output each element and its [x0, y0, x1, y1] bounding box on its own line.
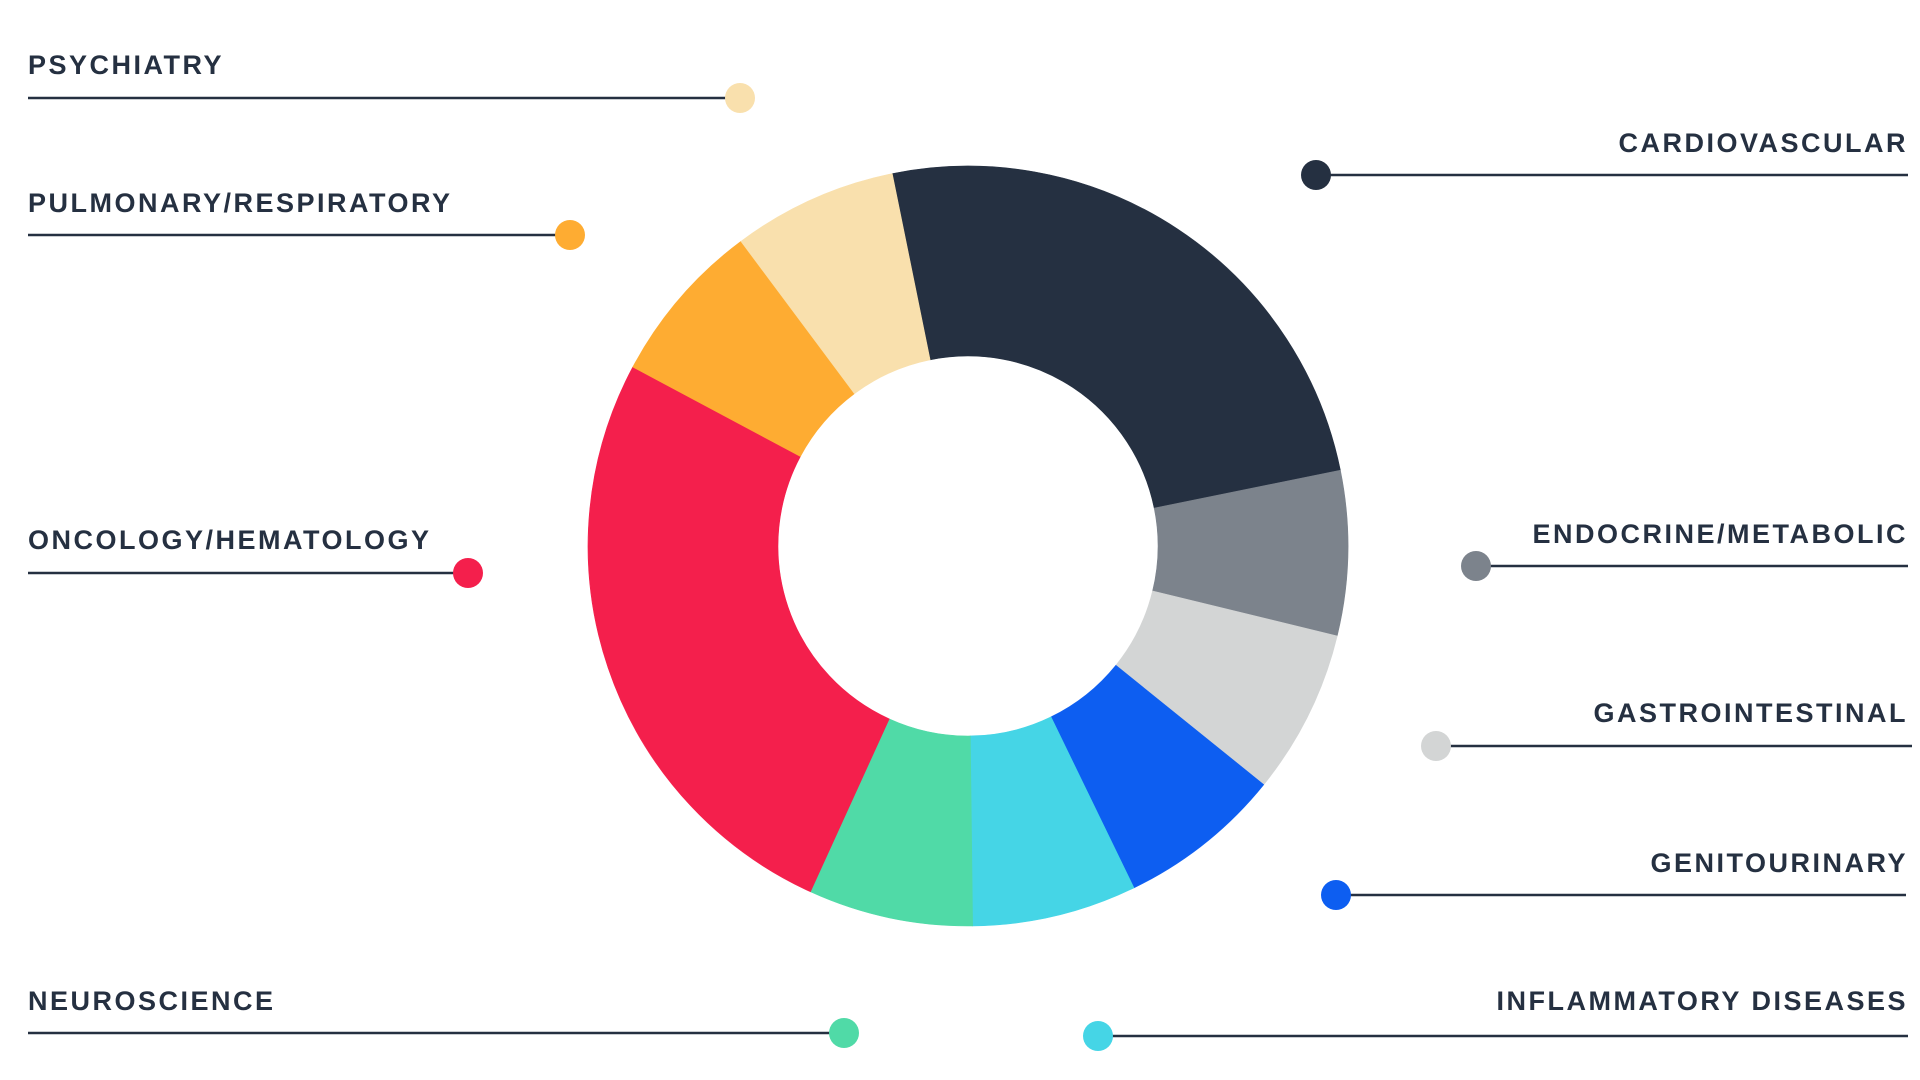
- legend-dot-genitourinary: [1321, 880, 1351, 910]
- legend-dot-cardiovascular: [1301, 160, 1331, 190]
- legend-label-genitourinary: GENITOURINARY: [1650, 848, 1908, 878]
- legend-label-gastrointestinal: GASTROINTESTINAL: [1594, 698, 1909, 728]
- donut-slices: [587, 165, 1349, 927]
- legend-label-endocrine-metabolic: ENDOCRINE/METABOLIC: [1533, 519, 1909, 549]
- legend-dot-endocrine-metabolic: [1461, 551, 1491, 581]
- legend-dot-gastrointestinal: [1421, 731, 1451, 761]
- legend-label-neuroscience: NEUROSCIENCE: [28, 986, 276, 1016]
- slice-cardiovascular: [891, 165, 1341, 509]
- legend-dot-pulmonary-respiratory: [555, 220, 585, 250]
- legend-label-oncology-hematology: ONCOLOGY/HEMATOLOGY: [28, 525, 432, 555]
- callout-labels: CARDIOVASCULAR ENDOCRINE/METABOLIC GASTROI…: [28, 50, 1912, 1051]
- legend-label-pulmonary-respiratory: PULMONARY/RESPIRATORY: [28, 188, 453, 218]
- legend-dot-neuroscience: [829, 1018, 859, 1048]
- legend-dot-psychiatry: [725, 83, 755, 113]
- slice-psychiatry: [740, 173, 931, 395]
- legend-dot-inflammatory-diseases: [1083, 1021, 1113, 1051]
- legend-dot-oncology-hematology: [453, 558, 483, 588]
- legend-label-inflammatory-diseases: INFLAMMATORY DISEASES: [1496, 986, 1908, 1016]
- slice-oncology-hematology: [587, 366, 890, 893]
- legend-label-psychiatry: PSYCHIATRY: [28, 50, 224, 80]
- legend-label-cardiovascular: CARDIOVASCULAR: [1619, 128, 1909, 158]
